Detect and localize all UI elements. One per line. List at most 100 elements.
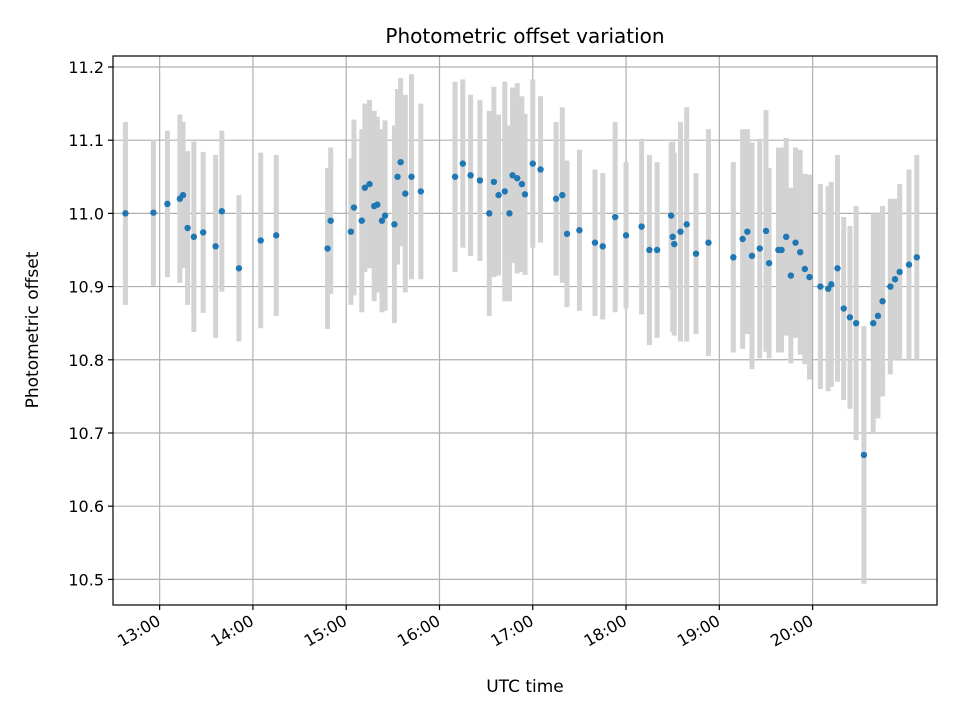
data-point	[646, 246, 653, 254]
data-point	[486, 210, 493, 217]
x-axis-title: UTC time	[486, 677, 564, 697]
x-tick-label: 14:00	[207, 611, 256, 651]
data-point	[913, 254, 920, 261]
data-point	[374, 201, 381, 208]
data-point	[184, 224, 191, 232]
data-point	[397, 158, 404, 166]
data-point	[846, 314, 854, 321]
data-point	[501, 188, 508, 195]
data-point	[576, 227, 583, 234]
data-point	[870, 319, 877, 327]
chart-title: Photometric offset variation	[385, 24, 664, 48]
data-point	[506, 210, 513, 217]
data-point	[806, 273, 813, 281]
data-point	[378, 217, 386, 224]
data-point	[358, 217, 365, 224]
data-point	[896, 268, 903, 276]
data-point	[122, 210, 129, 217]
data-point	[467, 172, 474, 179]
data-point	[514, 175, 521, 182]
data-point	[669, 233, 676, 241]
x-tick-label: 17:00	[487, 611, 536, 651]
y-tick-label: 11.2	[68, 58, 104, 77]
data-point	[529, 160, 536, 167]
y-tick-label: 11.0	[68, 204, 104, 223]
y-axis-title: Photometric offset	[23, 251, 43, 408]
x-tick-label: 20:00	[767, 611, 816, 651]
data-point	[705, 239, 712, 246]
data-point	[891, 276, 899, 283]
data-point	[347, 228, 355, 235]
data-point	[451, 173, 459, 180]
data-point	[509, 172, 516, 179]
data-point	[324, 245, 331, 252]
data-point	[179, 191, 187, 199]
x-tick-label: 13:00	[114, 611, 163, 651]
data-point	[638, 223, 645, 230]
data-point	[667, 212, 675, 219]
data-point	[840, 305, 847, 312]
y-tick-label: 10.5	[68, 570, 104, 589]
data-point	[391, 221, 398, 228]
data-point	[787, 272, 795, 279]
data-point	[739, 235, 746, 243]
data-point	[402, 190, 409, 197]
y-tick-label: 10.8	[68, 351, 104, 370]
data-point	[879, 298, 886, 305]
plot-area: 13:00 14:00 15:00 16:00 17:00 18:00 19:00 20:00…	[68, 55, 938, 651]
data-point	[327, 217, 334, 224]
data-point	[459, 160, 467, 167]
data-point	[495, 191, 502, 199]
data-point	[834, 265, 841, 272]
data-point	[683, 221, 690, 228]
data-point	[190, 233, 198, 241]
data-point	[762, 227, 770, 235]
data-point	[150, 209, 157, 216]
data-point	[537, 166, 544, 173]
data-point	[905, 261, 913, 268]
data-point	[518, 180, 526, 188]
data-point	[860, 451, 868, 459]
x-tick-label: 16:00	[394, 611, 443, 651]
data-point	[563, 230, 571, 238]
data-point	[218, 207, 226, 215]
data-point	[591, 239, 599, 246]
data-point	[801, 265, 809, 273]
data-point	[796, 248, 804, 256]
y-tick-label: 10.7	[68, 424, 104, 443]
y-tick-label: 10.6	[68, 497, 104, 516]
data-point	[394, 173, 401, 180]
data-point	[653, 246, 661, 254]
x-tick-label: 18:00	[581, 611, 630, 651]
data-point	[756, 245, 763, 252]
data-point	[257, 237, 264, 244]
data-point	[782, 233, 790, 241]
data-point	[748, 252, 756, 260]
axes-frame	[112, 55, 938, 606]
data-point	[744, 228, 751, 235]
data-point	[765, 259, 773, 267]
data-point	[350, 204, 358, 211]
data-point	[874, 312, 882, 320]
data-point	[552, 195, 560, 202]
data-point	[677, 228, 684, 235]
data-point	[828, 281, 835, 288]
data-point	[361, 184, 369, 191]
x-tick-label: 19:00	[674, 611, 723, 651]
data-point	[199, 229, 207, 236]
data-point	[408, 173, 415, 180]
data-point	[381, 212, 389, 219]
data-point	[559, 191, 566, 199]
data-point	[611, 213, 619, 221]
data-point	[887, 283, 894, 290]
data-point	[817, 283, 824, 290]
data-point	[476, 177, 484, 184]
data-point	[273, 232, 280, 239]
data-point	[164, 200, 171, 208]
data-point	[622, 232, 630, 239]
data-point	[417, 188, 425, 195]
data-point	[599, 243, 606, 250]
data-point	[778, 246, 785, 254]
